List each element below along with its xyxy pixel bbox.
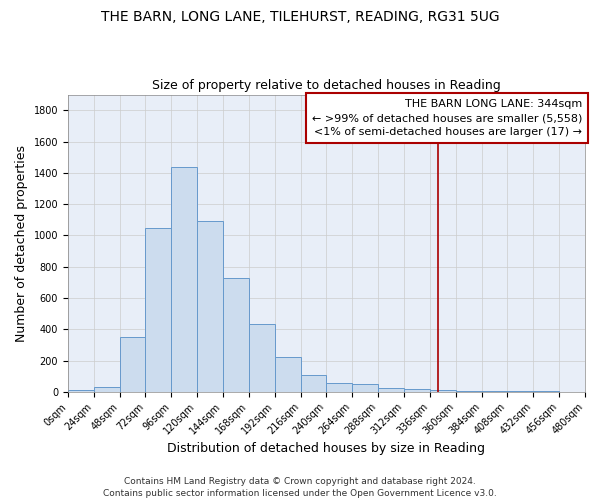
Bar bbox=[430, 390, 456, 392]
Bar bbox=[197, 220, 223, 392]
Bar bbox=[249, 324, 275, 392]
Text: THE BARN LONG LANE: 344sqm
← >99% of detached houses are smaller (5,558)
<1% of : THE BARN LONG LANE: 344sqm ← >99% of det… bbox=[312, 99, 583, 137]
Bar bbox=[456, 390, 482, 392]
Bar bbox=[482, 391, 508, 392]
Text: Contains HM Land Registry data © Crown copyright and database right 2024.
Contai: Contains HM Land Registry data © Crown c… bbox=[103, 476, 497, 498]
Y-axis label: Number of detached properties: Number of detached properties bbox=[15, 144, 28, 342]
Bar bbox=[275, 358, 301, 392]
Title: Size of property relative to detached houses in Reading: Size of property relative to detached ho… bbox=[152, 79, 501, 92]
Bar bbox=[301, 375, 326, 392]
Bar bbox=[378, 388, 404, 392]
Text: THE BARN, LONG LANE, TILEHURST, READING, RG31 5UG: THE BARN, LONG LANE, TILEHURST, READING,… bbox=[101, 10, 499, 24]
Bar bbox=[352, 384, 378, 392]
Bar bbox=[94, 387, 119, 392]
Bar bbox=[404, 389, 430, 392]
Bar bbox=[326, 382, 352, 392]
Bar bbox=[68, 390, 94, 392]
Bar bbox=[119, 338, 145, 392]
Bar bbox=[223, 278, 249, 392]
X-axis label: Distribution of detached houses by size in Reading: Distribution of detached houses by size … bbox=[167, 442, 485, 455]
Bar bbox=[172, 166, 197, 392]
Bar bbox=[145, 228, 172, 392]
